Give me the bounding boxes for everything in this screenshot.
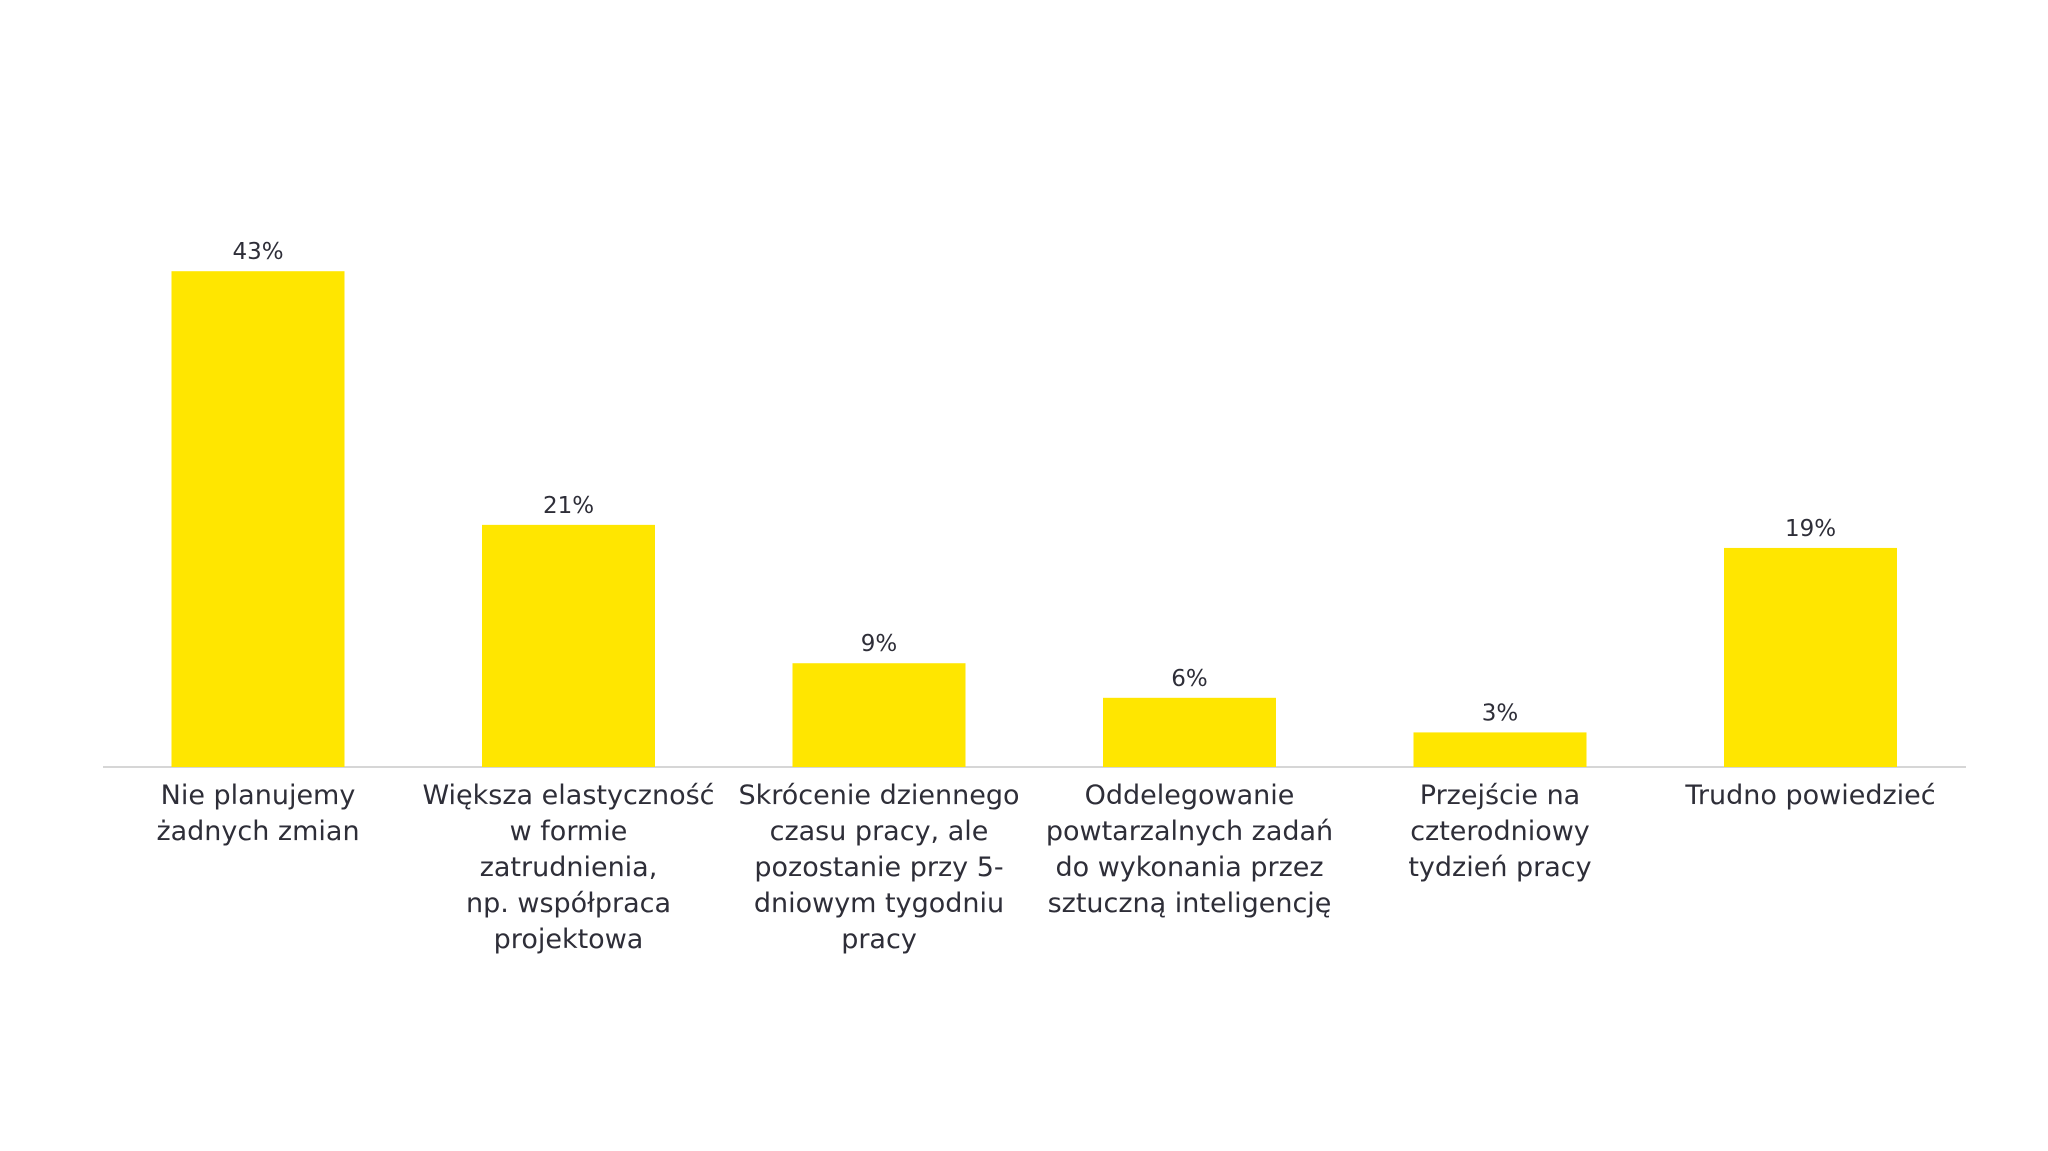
x-tick-label: Nie planujemy żadnych zmian (156, 780, 360, 847)
x-tick-label: Przejście na czterodniowy tydzień pracy (1408, 780, 1592, 883)
value-label: 21% (543, 493, 594, 519)
value-label: 3% (1482, 700, 1519, 726)
bar (1413, 732, 1587, 767)
value-label: 43% (232, 239, 283, 265)
bar (171, 271, 345, 767)
bar (792, 663, 966, 767)
value-label: 9% (861, 631, 898, 657)
bar (1103, 697, 1276, 767)
value-label: 19% (1785, 516, 1836, 542)
value-label: 6% (1171, 666, 1208, 692)
x-tick-label: Większa elastyczność w formie zatrudnien… (422, 780, 715, 955)
x-tick-label: Oddelegowanie powtarzalnych zadań do wyk… (1045, 780, 1334, 919)
x-tick-label: Skrócenie dziennego czasu pracy, ale poz… (738, 780, 1020, 955)
bar (1724, 547, 1897, 767)
bar (482, 524, 655, 767)
x-tick-label: Trudno powiedzieć (1685, 780, 1936, 811)
